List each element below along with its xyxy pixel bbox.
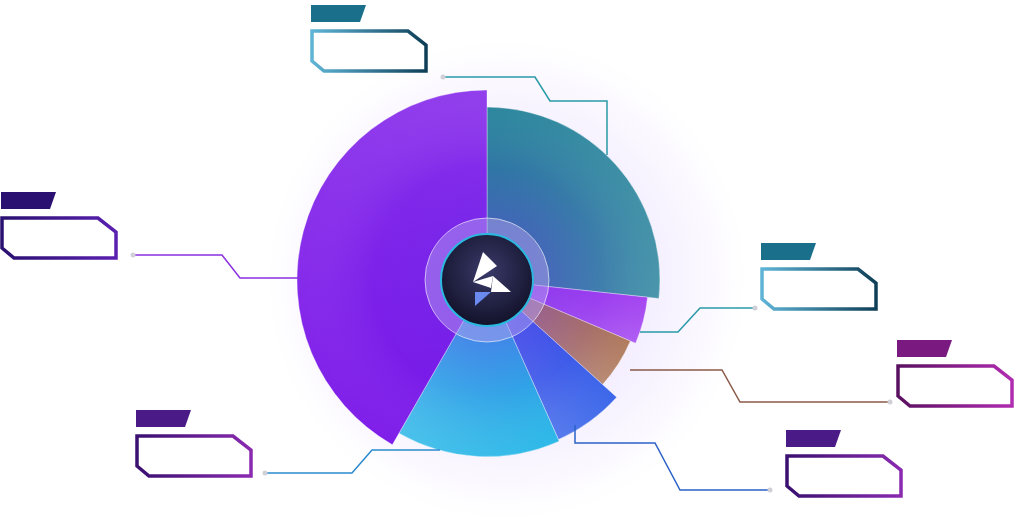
callout-tab [136, 410, 191, 427]
callout-box [898, 366, 1012, 406]
callout-box [762, 269, 876, 309]
callouts [1, 5, 1012, 496]
callout-dot [768, 488, 773, 493]
callout-dot [888, 400, 893, 405]
callout-line [575, 425, 770, 490]
callout-tab [761, 243, 816, 260]
callout-tab [786, 430, 841, 447]
callout-box [2, 218, 116, 258]
page: {"chart_data": {"type": "pie", "categori… [0, 0, 1015, 529]
logo-part [491, 276, 511, 292]
callout-box [137, 436, 251, 476]
callout-box [787, 456, 901, 496]
background-glow [267, 40, 747, 520]
callout-line [630, 370, 890, 402]
callout-tab [897, 340, 952, 357]
center-disc [441, 234, 533, 326]
callout-dot [753, 306, 758, 311]
logo [473, 252, 511, 306]
logo-part [473, 276, 493, 288]
callout-dot [131, 253, 136, 258]
callout-tab [1, 192, 56, 209]
callout-dot [263, 471, 268, 476]
callout-tab [311, 5, 366, 22]
chart [0, 0, 1015, 529]
callout-line [640, 308, 755, 332]
callout-dot [441, 75, 446, 80]
center-ring [425, 218, 549, 342]
callout-box [312, 31, 426, 71]
callout-line [443, 77, 607, 155]
logo-part [475, 292, 491, 306]
slices [297, 90, 660, 457]
callout-line [265, 450, 440, 473]
callout-line [133, 255, 300, 278]
